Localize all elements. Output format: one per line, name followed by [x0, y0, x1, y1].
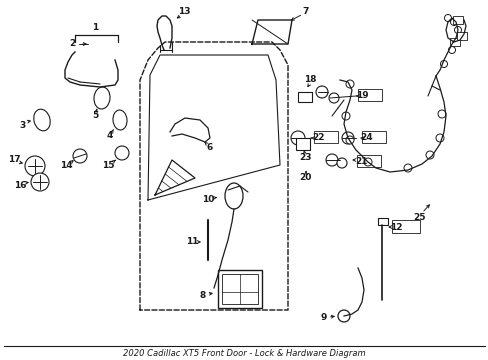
Circle shape: [336, 158, 346, 168]
Text: 23: 23: [298, 153, 311, 162]
Circle shape: [435, 134, 443, 142]
FancyBboxPatch shape: [356, 155, 380, 167]
Circle shape: [315, 86, 327, 98]
Circle shape: [290, 131, 305, 145]
Circle shape: [346, 136, 353, 144]
Text: 22: 22: [311, 134, 324, 143]
Text: 6: 6: [206, 144, 213, 153]
Text: 8: 8: [200, 292, 206, 301]
FancyBboxPatch shape: [297, 92, 311, 102]
Text: 10: 10: [202, 195, 214, 204]
Circle shape: [346, 80, 353, 88]
Text: 5: 5: [92, 111, 98, 120]
FancyBboxPatch shape: [361, 131, 385, 143]
Circle shape: [449, 18, 457, 26]
Text: 2020 Cadillac XT5 Front Door - Lock & Hardware Diagram: 2020 Cadillac XT5 Front Door - Lock & Ha…: [122, 348, 365, 357]
Text: 11: 11: [185, 238, 198, 247]
Circle shape: [25, 156, 45, 176]
Text: 9: 9: [320, 314, 326, 323]
FancyBboxPatch shape: [218, 270, 262, 308]
Text: 16: 16: [14, 180, 26, 189]
Circle shape: [453, 27, 461, 33]
Circle shape: [325, 154, 337, 166]
Circle shape: [440, 60, 447, 68]
Text: 21: 21: [354, 158, 367, 166]
Text: 15: 15: [102, 161, 114, 170]
FancyBboxPatch shape: [449, 38, 459, 46]
Circle shape: [328, 93, 338, 103]
Circle shape: [425, 151, 433, 159]
Circle shape: [341, 112, 349, 120]
Circle shape: [447, 46, 454, 54]
Text: 19: 19: [355, 91, 368, 100]
Text: 12: 12: [389, 224, 402, 233]
Text: 25: 25: [413, 212, 426, 221]
Text: 17: 17: [8, 156, 20, 165]
Ellipse shape: [113, 110, 127, 130]
FancyBboxPatch shape: [391, 220, 419, 233]
FancyBboxPatch shape: [377, 218, 387, 225]
Ellipse shape: [34, 109, 50, 131]
Circle shape: [73, 149, 87, 163]
Circle shape: [363, 158, 371, 166]
Circle shape: [31, 173, 49, 191]
Circle shape: [437, 110, 445, 118]
FancyBboxPatch shape: [357, 89, 381, 101]
Text: 1: 1: [92, 23, 98, 32]
Circle shape: [341, 132, 353, 144]
Circle shape: [115, 146, 129, 160]
FancyBboxPatch shape: [222, 274, 258, 304]
Text: 2: 2: [69, 40, 75, 49]
Ellipse shape: [94, 87, 110, 109]
Text: 3: 3: [19, 121, 25, 130]
Text: 7: 7: [302, 8, 308, 17]
Circle shape: [403, 164, 411, 172]
Text: 18: 18: [303, 76, 316, 85]
Circle shape: [337, 310, 349, 322]
Text: 20: 20: [298, 174, 310, 183]
FancyBboxPatch shape: [452, 16, 462, 24]
FancyBboxPatch shape: [295, 138, 309, 150]
Text: 4: 4: [106, 130, 113, 139]
Circle shape: [444, 14, 450, 22]
Ellipse shape: [224, 183, 243, 209]
Text: 24: 24: [359, 134, 372, 143]
FancyBboxPatch shape: [313, 131, 337, 143]
Text: 13: 13: [177, 8, 190, 17]
FancyBboxPatch shape: [456, 32, 466, 40]
Text: 14: 14: [60, 161, 72, 170]
